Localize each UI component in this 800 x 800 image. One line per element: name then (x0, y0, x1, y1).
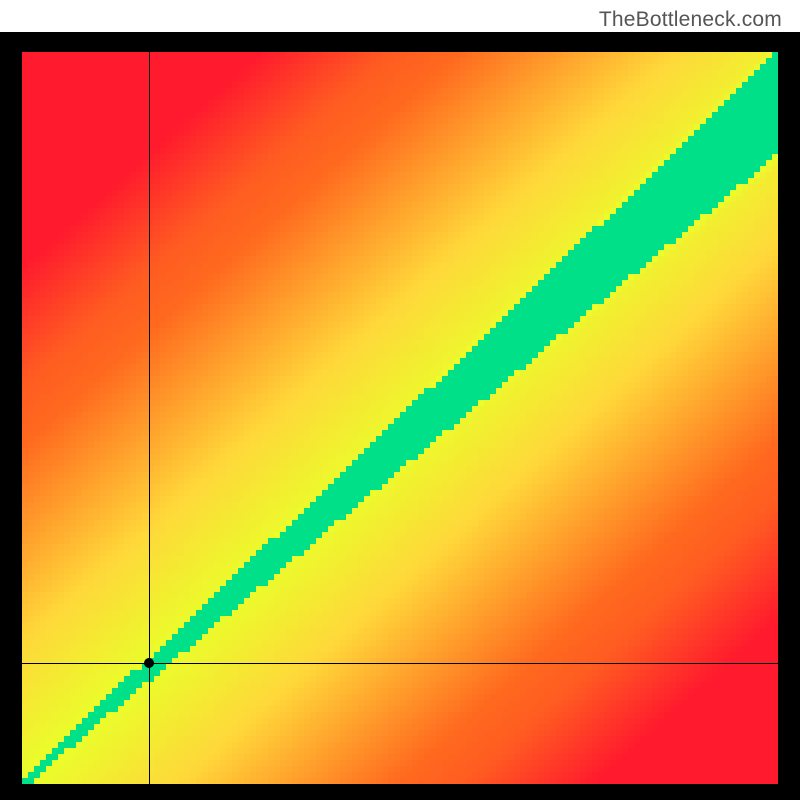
crosshair-dot (144, 658, 154, 668)
crosshair-vertical (149, 52, 150, 784)
chart-container: TheBottleneck.com (0, 0, 800, 800)
watermark-text: TheBottleneck.com (599, 8, 782, 32)
outer-frame (0, 32, 800, 800)
crosshair-horizontal (22, 663, 778, 664)
heatmap-canvas (22, 52, 778, 784)
plot-area (22, 52, 778, 784)
